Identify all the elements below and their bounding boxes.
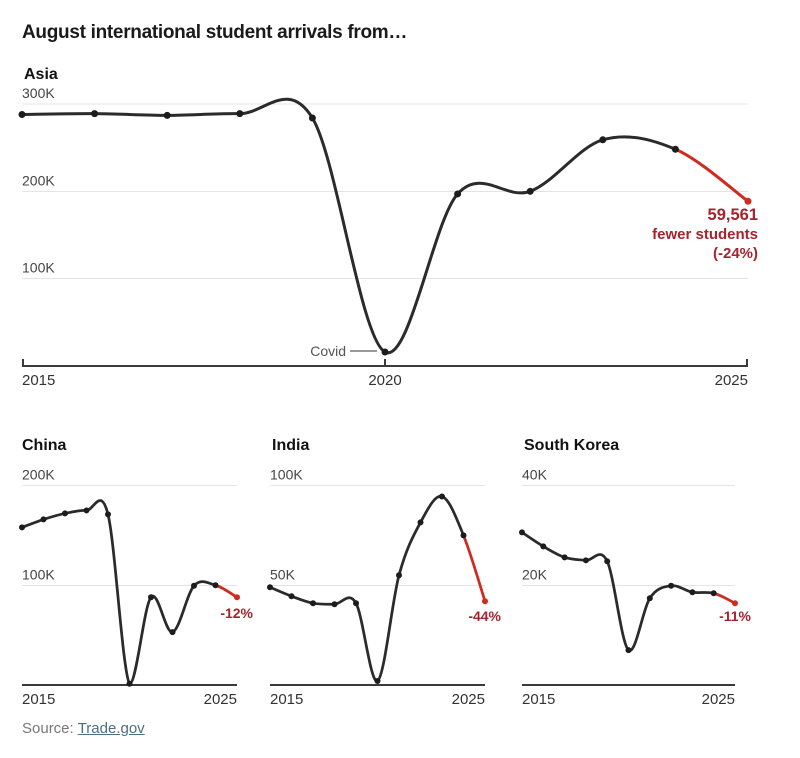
data-point <box>689 589 696 596</box>
data-line <box>520 531 716 652</box>
x-tick-label: 2015 <box>22 691 55 708</box>
x-tick-label: 2015 <box>270 691 303 708</box>
source-prefix: Source: <box>22 720 74 737</box>
data-point <box>374 678 381 685</box>
source-line: Source: Trade.gov <box>22 720 145 737</box>
source-link[interactable]: Trade.gov <box>77 720 145 737</box>
china-decline-percent: -12% <box>220 605 253 621</box>
data-point <box>308 114 316 122</box>
data-point <box>561 554 568 561</box>
asia-decline-count: 59,561 <box>707 206 758 224</box>
y-tick-label: 20K <box>522 566 548 582</box>
data-point <box>353 600 359 607</box>
data-point <box>582 557 589 564</box>
x-tick-label: 2025 <box>702 691 735 708</box>
data-point <box>163 111 171 119</box>
x-tick-label: 2025 <box>204 691 237 708</box>
data-line <box>20 97 677 355</box>
y-tick-label: 200K <box>22 467 55 483</box>
data-point <box>126 680 133 687</box>
data-point <box>18 110 26 118</box>
data-point <box>460 532 467 539</box>
data-point <box>212 582 219 589</box>
y-tick-label: 100K <box>22 260 55 276</box>
chart-south-korea: 20K 40K 2015 2025 <box>519 467 738 708</box>
data-point <box>62 510 68 517</box>
data-point <box>519 529 525 536</box>
data-line <box>268 495 465 683</box>
data-point <box>744 197 752 205</box>
data-point <box>604 558 611 565</box>
data-point <box>288 593 295 600</box>
data-line-decline <box>214 583 239 599</box>
x-tick-label: 2025 <box>715 372 748 389</box>
x-tick-label: 2015 <box>522 691 555 708</box>
data-line <box>20 499 217 686</box>
data-point <box>417 519 424 526</box>
chart-title-india: India <box>272 437 310 454</box>
data-point <box>381 348 389 356</box>
data-point <box>19 524 25 531</box>
data-point <box>267 584 273 591</box>
asia-decline-annotation: 59,561 fewer students (-24%) <box>652 206 758 263</box>
covid-annotation: Covid <box>310 343 346 359</box>
data-point <box>234 594 240 601</box>
south-korea-decline-percent: -11% <box>719 608 751 624</box>
data-point <box>482 598 488 605</box>
data-point <box>454 190 462 198</box>
data-point <box>439 493 445 500</box>
data-point <box>396 572 402 579</box>
y-tick-label: 40K <box>522 467 548 483</box>
x-tick-label: 2020 <box>368 372 401 389</box>
data-point <box>310 600 316 607</box>
data-point <box>148 594 154 601</box>
data-point <box>671 145 679 153</box>
data-point <box>599 136 607 144</box>
asia-decline-text: fewer students <box>652 226 758 243</box>
asia-decline-percent: (-24%) <box>712 245 758 262</box>
data-point <box>83 507 90 514</box>
data-point <box>625 647 632 654</box>
y-tick-label: 100K <box>22 566 55 582</box>
chart-title-south-korea: South Korea <box>524 437 620 454</box>
y-tick-label: 200K <box>22 172 55 188</box>
chart-india: 50K 100K 2015 2025 <box>267 467 488 708</box>
data-point <box>331 601 338 608</box>
y-tick-label: 300K <box>22 85 55 101</box>
chart-china: 100K 200K 2015 2025 <box>19 467 240 708</box>
data-point <box>710 590 717 597</box>
data-point <box>668 582 675 589</box>
x-tick-label: 2025 <box>452 691 485 708</box>
chart-title-asia: Asia <box>24 66 58 83</box>
data-line-decline <box>712 591 737 605</box>
chart-asia: 100K 200K 300K 2015 2020 2025 <box>18 85 752 389</box>
x-tick-label: 2015 <box>22 372 55 389</box>
data-line-decline <box>462 534 487 603</box>
y-tick-label: 50K <box>270 566 296 582</box>
covid-connector-line <box>350 350 377 352</box>
data-point <box>91 110 99 118</box>
india-decline-percent: -44% <box>468 608 501 624</box>
data-point <box>540 543 547 550</box>
data-point <box>526 187 534 195</box>
data-point <box>105 511 111 518</box>
data-point <box>646 595 653 602</box>
data-point <box>191 582 197 589</box>
chart-title-china: China <box>22 437 67 454</box>
data-point <box>169 629 176 636</box>
data-point <box>236 110 244 118</box>
data-point <box>732 600 738 607</box>
page-title: August international student arrivals fr… <box>22 22 408 43</box>
data-point <box>40 516 47 523</box>
data-line-decline <box>673 147 750 203</box>
y-tick-label: 100K <box>270 467 303 483</box>
